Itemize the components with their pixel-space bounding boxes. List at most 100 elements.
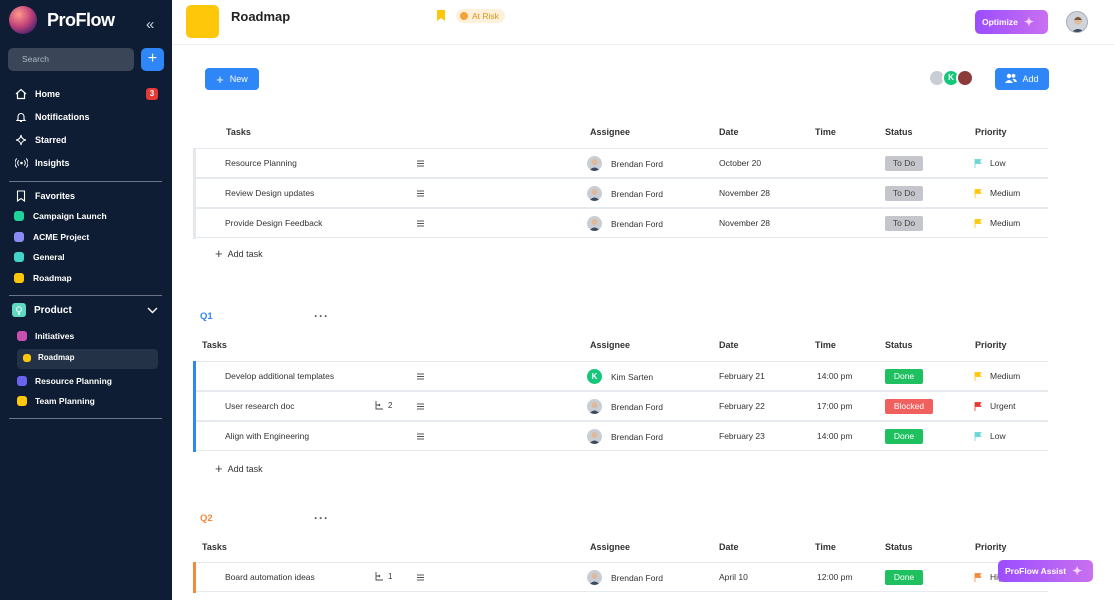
description-icon[interactable] (417, 159, 424, 167)
task-name[interactable]: Review Design updates (225, 188, 315, 198)
workspace-item-team-planning[interactable]: Team Planning (17, 396, 95, 406)
due-time[interactable]: 17:00 pm (817, 401, 853, 411)
due-time[interactable]: 14:00 pm (817, 431, 853, 441)
workspace-item-resource-planning[interactable]: Resource Planning (17, 376, 112, 386)
project-icon (186, 5, 219, 38)
status-pill[interactable]: Done (885, 570, 923, 585)
priority[interactable]: Medium (974, 371, 1020, 381)
due-time[interactable]: 14:00 pm (817, 371, 853, 381)
assignee[interactable]: K Kim Sarten (587, 369, 653, 384)
table-row[interactable]: Develop additional templates K Kim Sarten… (193, 361, 1048, 392)
plus-icon: + (216, 71, 224, 87)
description-icon[interactable] (417, 219, 424, 227)
assignee[interactable]: Brendan Ford (587, 186, 663, 201)
project-color-dot (17, 396, 27, 406)
add-task-button[interactable]: + Add task (215, 246, 263, 261)
status-badge[interactable]: At Risk (456, 9, 505, 23)
task-name[interactable]: Develop additional templates (225, 371, 335, 381)
more-options-icon[interactable]: ··· (314, 309, 329, 323)
member-avatars[interactable]: K (928, 69, 974, 87)
table-row[interactable]: Provide Design Feedback Brendan Ford Nov… (193, 208, 1048, 239)
workspace-item-roadmap[interactable]: Roadmap (23, 353, 74, 362)
assignee-name: Brendan Ford (611, 401, 663, 412)
status-pill[interactable]: Done (885, 429, 923, 444)
due-date[interactable]: November 28 (719, 218, 771, 228)
priority[interactable]: Urgent (974, 401, 1016, 411)
due-date[interactable]: November 28 (719, 188, 771, 198)
user-avatar[interactable] (1066, 11, 1088, 33)
task-name[interactable]: User research doc (225, 401, 295, 411)
priority[interactable]: Low (974, 158, 1006, 168)
subtasks-count[interactable]: 2 (375, 401, 392, 410)
workspace-item-label: Roadmap (38, 353, 75, 362)
due-time[interactable]: 12:00 pm (817, 572, 853, 582)
subtasks-count[interactable]: 1 (375, 572, 392, 581)
lightbulb-icon (12, 303, 26, 317)
status-pill[interactable]: To Do (885, 156, 923, 171)
assignee[interactable]: Brendan Ford (587, 429, 663, 444)
group-title-q1[interactable]: Q1 (200, 311, 213, 322)
nav-insights[interactable]: Insights (14, 157, 70, 169)
add-task-button[interactable]: + Add task (215, 461, 263, 476)
nav-notifications[interactable]: Notifications (14, 111, 90, 123)
description-icon[interactable] (417, 402, 424, 410)
table-row[interactable]: Board automation ideas 1 Brendan Ford Ap… (193, 562, 1048, 593)
status-pill[interactable]: Done (885, 369, 923, 384)
optimize-button[interactable]: Optimize ✦ (975, 10, 1048, 34)
group-title-q2[interactable]: Q2 (200, 513, 213, 524)
task-name[interactable]: Resource Planning (225, 158, 297, 168)
status-pill[interactable]: To Do (885, 186, 923, 201)
assignee[interactable]: Brendan Ford (587, 216, 663, 231)
app-logo[interactable]: ProFlow (9, 6, 115, 34)
sparkle-icon (14, 134, 28, 146)
create-button[interactable]: + (141, 48, 164, 71)
new-button[interactable]: + New (205, 68, 259, 90)
search-input[interactable]: Search (8, 48, 134, 71)
proflow-assist-button[interactable]: ProFlow Assist ✦ (998, 560, 1093, 582)
more-options-icon[interactable]: ··· (314, 511, 329, 525)
favorite-roadmap[interactable]: Roadmap (14, 273, 72, 283)
status-pill[interactable]: Blocked (885, 399, 933, 414)
chevron-down-icon[interactable] (147, 306, 158, 316)
column-header-status: Status (885, 542, 913, 552)
status-pill[interactable]: To Do (885, 216, 923, 231)
priority[interactable]: Low (974, 431, 1006, 441)
due-date[interactable]: February 23 (719, 431, 765, 441)
task-name[interactable]: Provide Design Feedback (225, 218, 323, 228)
priority[interactable]: Medium (974, 218, 1020, 228)
description-icon[interactable] (417, 432, 424, 440)
table-row[interactable]: Resource Planning Brendan Ford October 2… (193, 148, 1048, 179)
due-date[interactable]: April 10 (719, 572, 748, 582)
due-date[interactable]: February 22 (719, 401, 765, 411)
assignee[interactable]: Brendan Ford (587, 570, 663, 585)
workspace-product[interactable]: Product (12, 303, 72, 317)
description-icon[interactable] (417, 372, 424, 380)
priority[interactable]: Medium (974, 188, 1020, 198)
nav-home[interactable]: Home (14, 88, 60, 100)
due-date[interactable]: February 21 (719, 371, 765, 381)
task-name[interactable]: Align with Engineering (225, 431, 310, 441)
nav-starred[interactable]: Starred (14, 134, 67, 146)
table-row[interactable]: Review Design updates Brendan Ford Novem… (193, 178, 1048, 209)
collapse-sidebar-icon[interactable]: « (146, 16, 155, 33)
description-icon[interactable] (417, 573, 424, 581)
bookmark-icon[interactable] (436, 9, 446, 22)
column-header-assignee: Assignee (590, 127, 631, 137)
add-member-button[interactable]: Add (995, 68, 1049, 90)
description-icon[interactable] (417, 189, 424, 197)
task-name[interactable]: Board automation ideas (225, 572, 315, 582)
workspace-item-label: Resource Planning (35, 376, 112, 386)
app-name: ProFlow (47, 9, 115, 30)
favorite-campaign-launch[interactable]: Campaign Launch (14, 211, 107, 221)
workspace-item-initiatives[interactable]: Initiatives (17, 331, 74, 341)
favorites-header[interactable]: Favorites (14, 190, 75, 202)
project-color-dot (14, 252, 24, 262)
favorite-acme-project[interactable]: ACME Project (14, 232, 89, 242)
table-row[interactable]: User research doc 2 Brendan Ford Februar… (193, 391, 1048, 422)
due-date[interactable]: October 20 (719, 158, 762, 168)
table-row[interactable]: Align with Engineering Brendan Ford Febr… (193, 421, 1048, 452)
favorite-general[interactable]: General (14, 252, 65, 262)
assignee[interactable]: Brendan Ford (587, 156, 663, 171)
assignee[interactable]: Brendan Ford (587, 399, 663, 414)
favorite-label: Roadmap (33, 273, 72, 283)
